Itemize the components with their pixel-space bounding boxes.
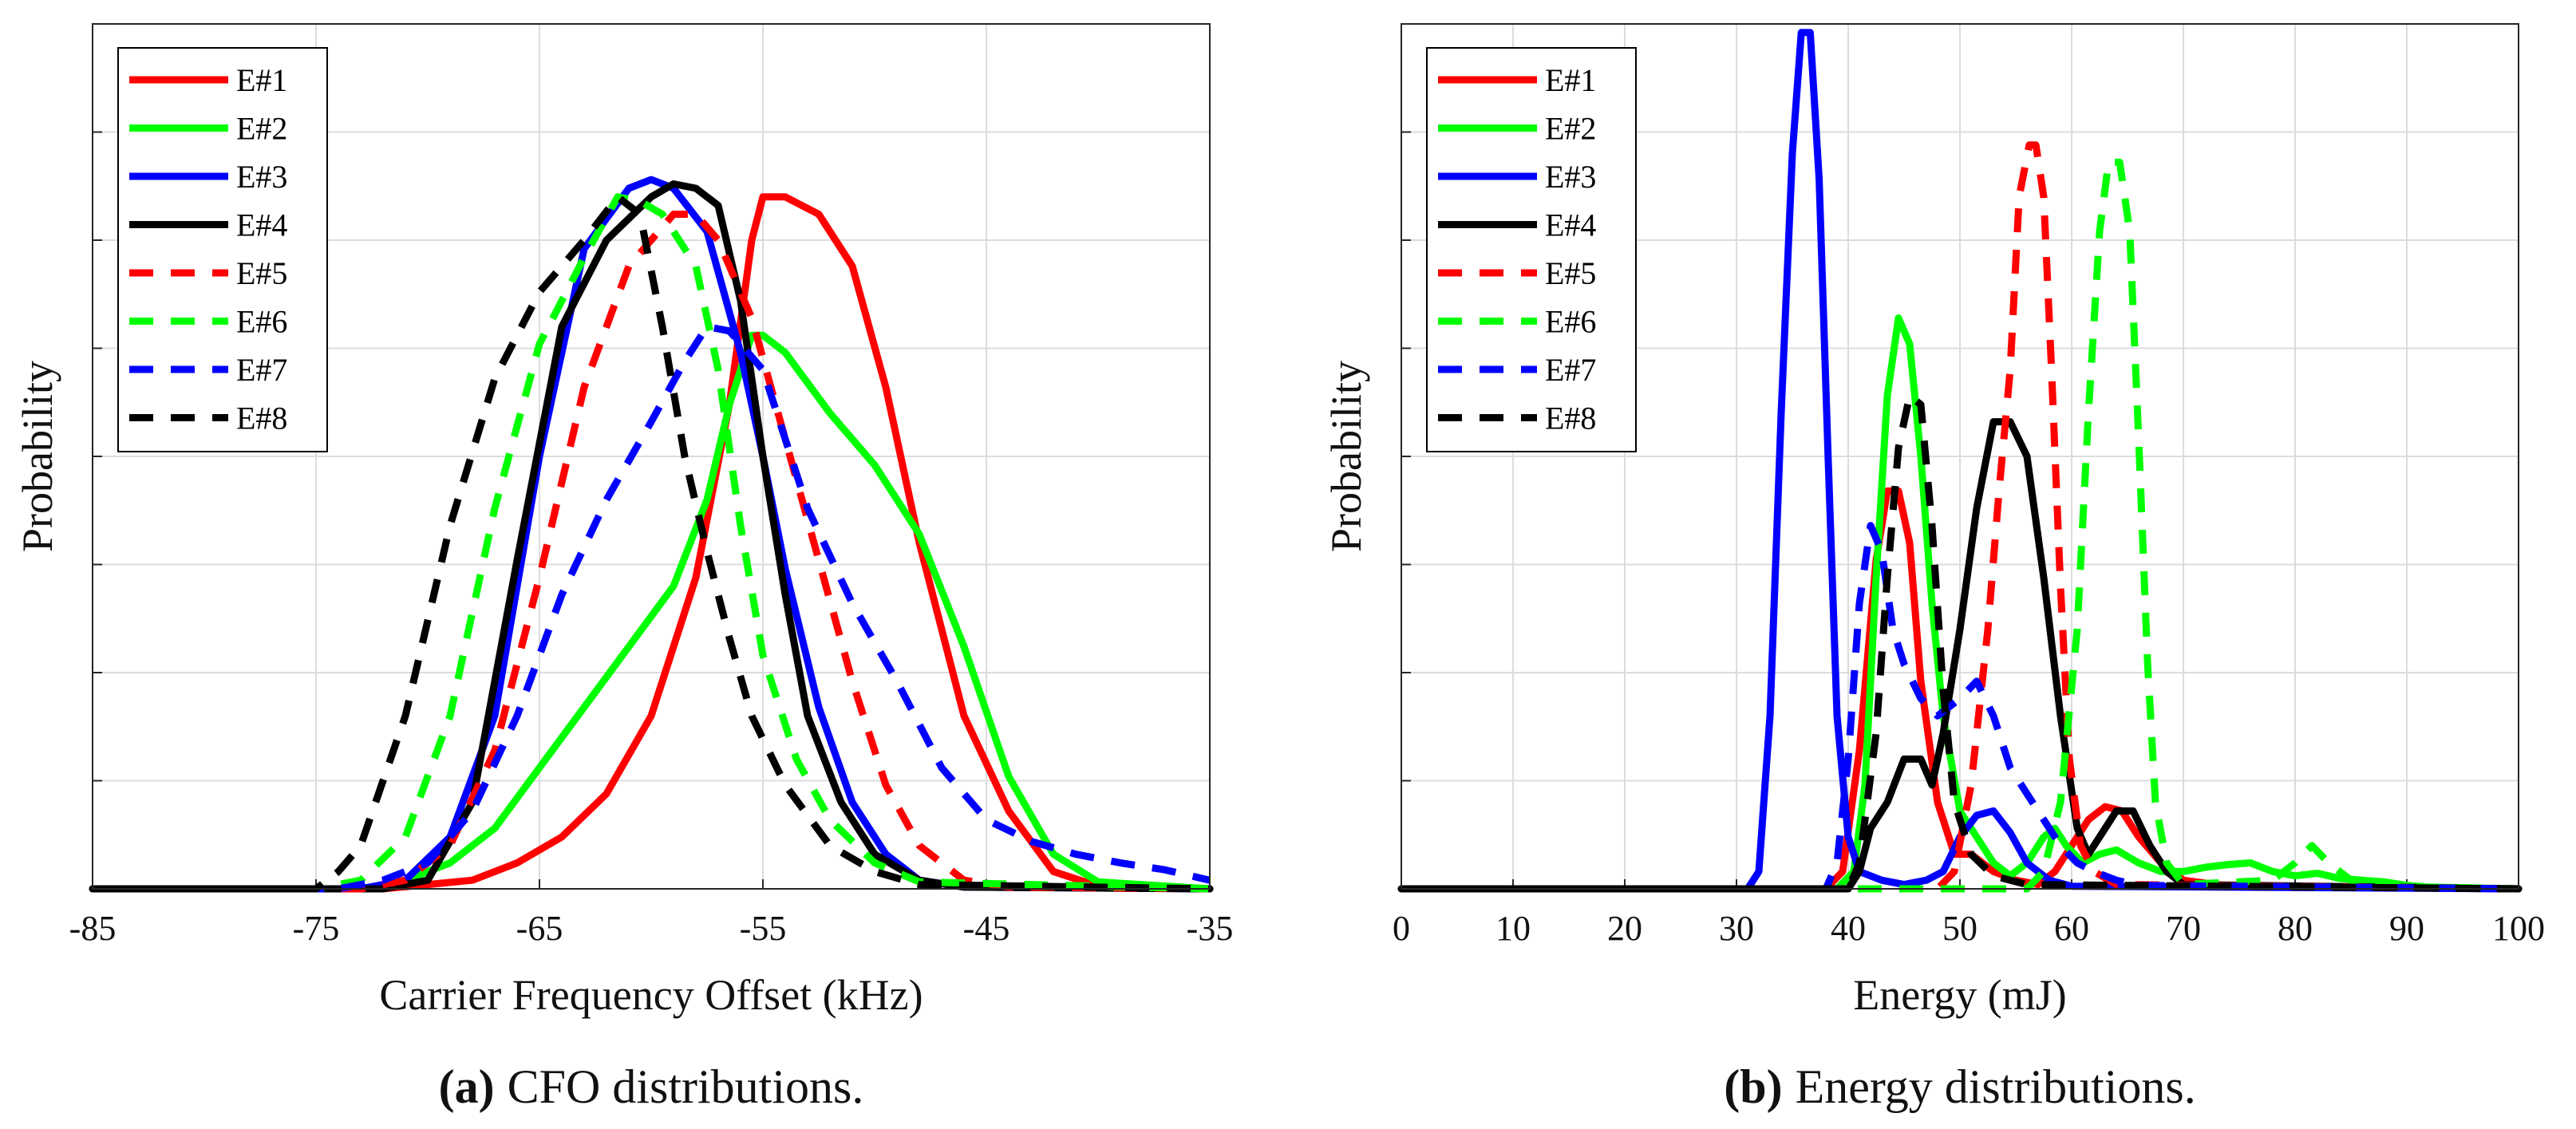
series-line-e6 [93,193,1211,893]
legend-label: E#2 [236,111,287,147]
x-tick-label: 60 [2054,909,2089,948]
x-axis-label-b: Energy (mJ) [1853,971,2066,1019]
caption-tag-a: (a) [439,1060,495,1113]
x-tick-label: -45 [963,909,1010,948]
axes-frame-a [92,23,1211,890]
legend-label: E#8 [236,401,287,436]
series-line-e7 [93,322,1211,893]
caption-a: (a) CFO distributions. [439,1060,864,1113]
legend-label: E#5 [236,255,287,291]
legend-label: E#4 [1545,207,1596,243]
series-a [89,176,1214,893]
x-tick-label: 30 [1719,909,1754,948]
axes-frame-b [1401,23,2519,890]
x-tick-label: -65 [516,909,563,948]
legend-label: E#8 [1545,401,1596,436]
legend-box-a [117,47,328,452]
legend-label: E#5 [1545,255,1596,291]
legend-label: E#1 [236,62,287,98]
x-tick-label: -85 [69,909,117,948]
legend-label: E#4 [236,207,287,243]
caption-tag-b: (b) [1724,1060,1782,1113]
legend-label: E#6 [1545,304,1596,340]
caption-text-b: Energy distributions. [1796,1060,2196,1113]
x-tick-label: -55 [740,909,787,948]
x-tick-label: 80 [2278,909,2313,948]
series-line-e2 [1397,314,2523,893]
legend-box-b [1426,47,1637,452]
x-ticks-a: -85 -75 -65 -55 -45 -35 [69,879,1234,948]
series-line-e3 [89,176,1214,893]
series-line-e2 [89,331,1214,893]
chart-panel-a: -85 -75 -65 -55 -45 -35 E#1 E#2 E#3 E#4 E#5 E#6 E#7… [14,23,1234,1113]
legend-label: E#7 [1545,352,1596,388]
caption-b: (b) Energy distributions. [1724,1060,2196,1113]
x-tick-label: -75 [293,909,340,948]
x-axis-label-a: Carrier Frequency Offset (kHz) [379,971,923,1019]
series-line-e8 [1401,392,2519,893]
legend-label: E#1 [1545,62,1596,98]
caption-text-a: CFO distributions. [508,1060,864,1113]
series-b [1397,29,2523,893]
x-tick-label: 0 [1393,909,1410,948]
series-line-e1 [89,193,1214,893]
x-tick-label: 50 [1942,909,1977,948]
series-line-e4 [89,180,1214,893]
legend-label: E#3 [236,159,287,195]
chart-panel-b: 0 10 20 30 40 50 60 70 80 90 100 E#1E#2E#3E#4E#5E#… [1322,23,2545,1113]
x-tick-label: -35 [1187,909,1234,948]
series-line-e5 [1401,141,2519,893]
legend-b: E#1 E#2 E#3 E#4 E#5 E#6 E#7 E#8 [1426,47,1637,452]
y-axis-label-a: Probability [14,361,61,552]
x-tick-label: 70 [2166,909,2201,948]
legend-label: E#3 [1545,159,1596,195]
x-tick-label: 40 [1831,909,1866,948]
y-axis-label-b: Probability [1322,361,1370,552]
series-line-e6 [1401,158,2519,893]
series-line-e8 [93,193,1211,893]
x-tick-label: 20 [1607,909,1642,948]
legend-a: E#1 E#2 E#3 E#4 E#5 E#6 E#7 E#8 [117,47,328,452]
x-tick-label: 90 [2389,909,2424,948]
series-line-e7 [1401,522,2519,893]
legend-label: E#6 [236,304,287,340]
x-ticks-b: 0 10 20 30 40 50 60 70 80 90 100 [1393,879,2545,948]
legend-label: E#2 [1545,111,1596,147]
x-tick-label: 100 [2492,909,2545,948]
series-line-e4 [1397,418,2523,893]
x-tick-label: 10 [1495,909,1531,948]
legend-label: E#7 [236,352,287,388]
